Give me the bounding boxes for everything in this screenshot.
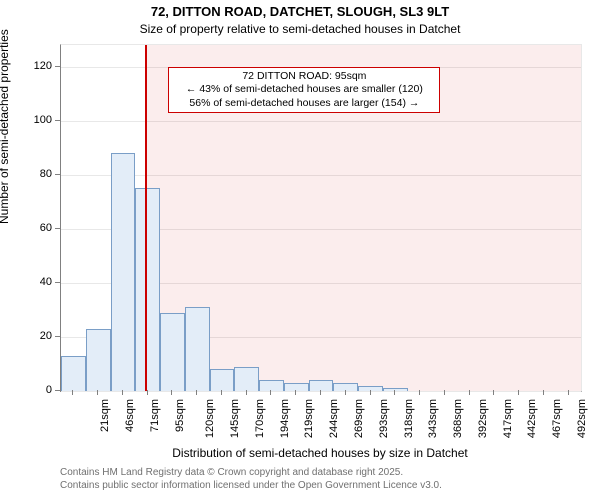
xtick-mark (147, 390, 148, 395)
xtick-mark (444, 390, 445, 395)
xtick-label: 219sqm (304, 399, 316, 438)
ytick-label: 60 (22, 222, 52, 234)
histogram-bar (234, 367, 259, 391)
xtick-mark (72, 390, 73, 395)
xtick-mark (270, 390, 271, 395)
xtick-label: 417sqm (502, 399, 514, 438)
histogram-bar (185, 307, 210, 391)
xtick-mark (543, 390, 544, 395)
xtick-label: 46sqm (124, 399, 136, 432)
xtick-mark (196, 390, 197, 395)
highlight-line (145, 45, 147, 391)
xtick-label: 442sqm (526, 399, 538, 438)
xtick-mark (419, 390, 420, 395)
xtick-mark (518, 390, 519, 395)
xtick-mark (97, 390, 98, 395)
xtick-mark (370, 390, 371, 395)
xtick-mark (320, 390, 321, 395)
chart-title: 72, DITTON ROAD, DATCHET, SLOUGH, SL3 9L… (0, 4, 600, 19)
ytick-label: 0 (22, 384, 52, 396)
xtick-label: 343sqm (427, 399, 439, 438)
histogram-bar (61, 356, 86, 391)
ytick-label: 80 (22, 168, 52, 180)
xtick-label: 244sqm (328, 399, 340, 438)
ytick-label: 40 (22, 276, 52, 288)
xtick-label: 95sqm (174, 399, 186, 432)
ytick-mark (55, 282, 60, 283)
x-axis-label: Distribution of semi-detached houses by … (60, 446, 580, 460)
ytick-label: 20 (22, 330, 52, 342)
footer-attribution: Contains HM Land Registry data © Crown c… (60, 466, 442, 492)
annotation-line2: ← 43% of semi-detached houses are smalle… (173, 83, 435, 96)
histogram-bar (135, 188, 160, 391)
xtick-mark (469, 390, 470, 395)
ytick-mark (55, 390, 60, 391)
xtick-mark (122, 390, 123, 395)
histogram-bar (160, 313, 185, 391)
xtick-mark (171, 390, 172, 395)
footer-line1: Contains HM Land Registry data © Crown c… (60, 467, 403, 478)
xtick-mark (246, 390, 247, 395)
xtick-label: 392sqm (477, 399, 489, 438)
histogram-bar (358, 386, 383, 391)
xtick-label: 318sqm (403, 399, 415, 438)
ytick-label: 100 (22, 114, 52, 126)
xtick-label: 170sqm (254, 399, 266, 438)
xtick-mark (295, 390, 296, 395)
histogram-bar (86, 329, 111, 391)
xtick-label: 293sqm (378, 399, 390, 438)
histogram-bar (333, 383, 358, 391)
annotation-line3: 56% of semi-detached houses are larger (… (173, 97, 435, 110)
xtick-label: 368sqm (452, 399, 464, 438)
ytick-mark (55, 120, 60, 121)
ytick-mark (55, 228, 60, 229)
ytick-mark (55, 174, 60, 175)
ytick-mark (55, 336, 60, 337)
ytick-mark (55, 66, 60, 67)
xtick-label: 145sqm (229, 399, 241, 438)
xtick-label: 21sqm (99, 399, 111, 432)
xtick-mark (221, 390, 222, 395)
annotation-box: 72 DITTON ROAD: 95sqm← 43% of semi-detac… (168, 67, 440, 112)
chart-subtitle: Size of property relative to semi-detach… (0, 22, 600, 36)
annotation-line1: 72 DITTON ROAD: 95sqm (173, 70, 435, 83)
xtick-mark (568, 390, 569, 395)
gridline (61, 391, 581, 392)
histogram-bar (111, 153, 136, 391)
xtick-mark (493, 390, 494, 395)
xtick-label: 492sqm (576, 399, 588, 438)
footer-line2: Contains public sector information licen… (60, 480, 442, 491)
xtick-mark (394, 390, 395, 395)
xtick-mark (345, 390, 346, 395)
xtick-label: 467sqm (551, 399, 563, 438)
histogram-bar (210, 369, 235, 391)
xtick-label: 194sqm (279, 399, 291, 438)
xtick-label: 71sqm (149, 399, 161, 432)
ytick-label: 120 (22, 60, 52, 72)
histogram-bar (259, 380, 284, 391)
xtick-label: 120sqm (205, 399, 217, 438)
xtick-label: 269sqm (353, 399, 365, 438)
